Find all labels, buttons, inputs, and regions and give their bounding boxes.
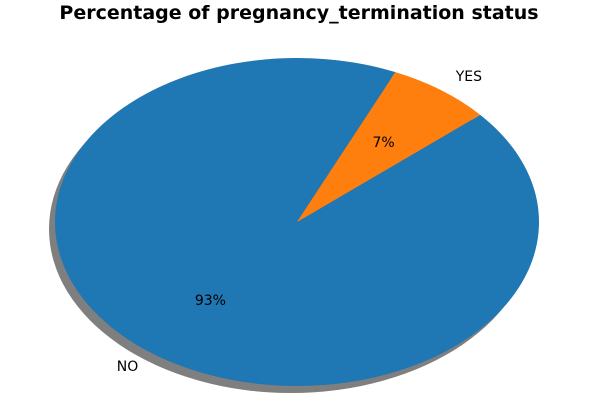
percent-label-no: 93% (195, 293, 226, 309)
chart-title: Percentage of pregnancy_termination stat… (59, 2, 539, 24)
slice-label-no: NO (117, 359, 139, 375)
pie-slice-yes (297, 72, 481, 222)
slice-label-yes: YES (455, 69, 482, 85)
percent-label-yes: 7% (372, 135, 394, 151)
